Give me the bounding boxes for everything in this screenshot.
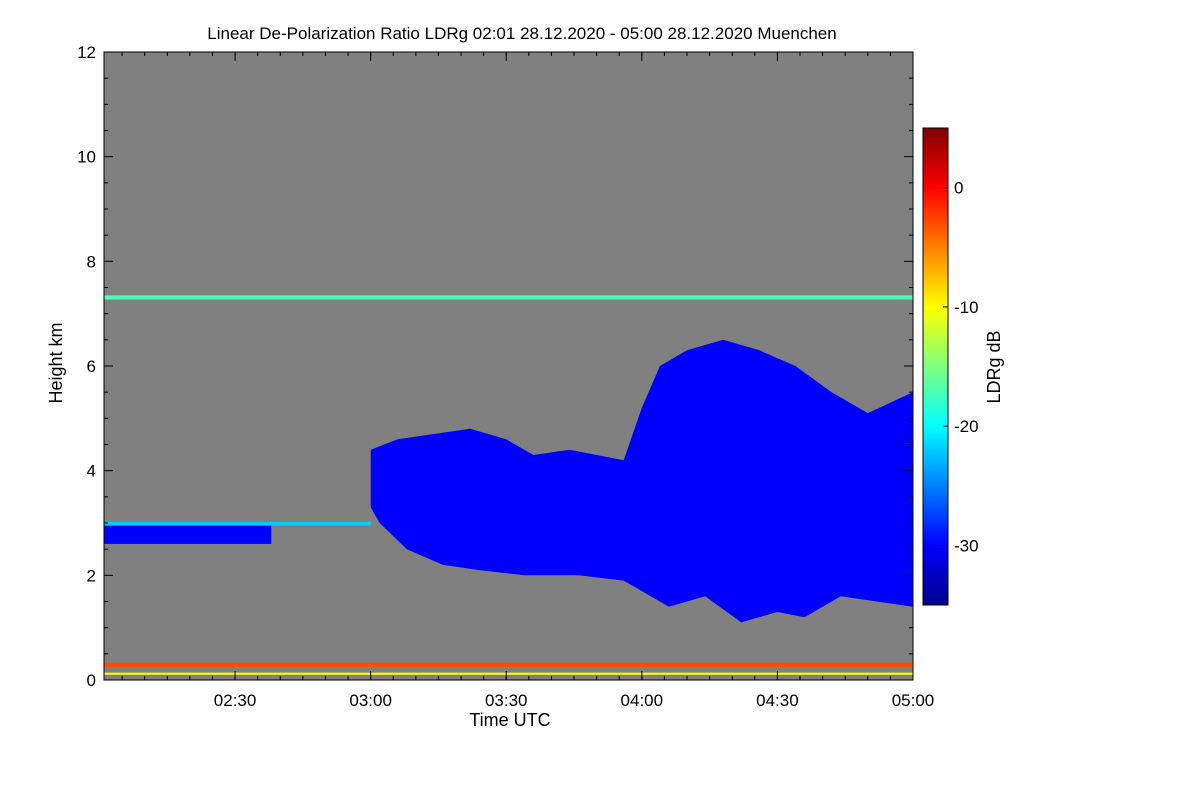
colorbar-tick-label: 0 (954, 179, 963, 198)
layer-feature-4 (104, 521, 371, 526)
x-tick-label: 03:00 (349, 691, 392, 710)
layer-feature-1 (104, 662, 913, 667)
y-tick-label: 8 (87, 252, 96, 271)
layer-feature-0 (104, 295, 913, 300)
y-tick-label: 4 (87, 462, 96, 481)
colorbar-label: LDRg dB (984, 330, 1004, 403)
x-tick-label: 04:30 (756, 691, 799, 710)
layer-feature-3 (104, 523, 272, 544)
chart-title: Linear De-Polarization Ratio LDRg 02:01 … (207, 24, 836, 43)
x-axis: 02:30 03:00 03:30 04:00 04:30 05:00 (121, 52, 935, 710)
plot-area (103, 51, 914, 681)
y-tick-label: 0 (87, 671, 96, 690)
y-tick-label: 10 (77, 148, 96, 167)
layer-feature-2 (104, 672, 913, 675)
y-tick-label: 12 (77, 43, 96, 62)
cloud-feature-5 (370, 339, 913, 623)
y-tick-label: 2 (87, 566, 96, 585)
colorbar: 0 -10 -20 -30 (922, 127, 979, 606)
data-features (104, 295, 913, 675)
y-axis-label: Height km (46, 322, 66, 403)
y-tick-label: 6 (87, 357, 96, 376)
x-tick-label: 05:00 (892, 691, 935, 710)
x-tick-label: 02:30 (214, 691, 257, 710)
colorbar-gradient (922, 127, 949, 606)
colorbar-ticks: 0 -10 -20 -30 (943, 179, 979, 555)
colorbar-tick-label: -10 (954, 298, 979, 317)
colorbar-tick-label: -30 (954, 536, 979, 555)
x-tick-label: 04:00 (621, 691, 664, 710)
x-tick-label: 03:30 (485, 691, 528, 710)
y-axis: 0 2 4 6 8 10 12 (77, 43, 913, 690)
colorbar-tick-label: -20 (954, 417, 979, 436)
x-axis-label: Time UTC (469, 710, 550, 730)
